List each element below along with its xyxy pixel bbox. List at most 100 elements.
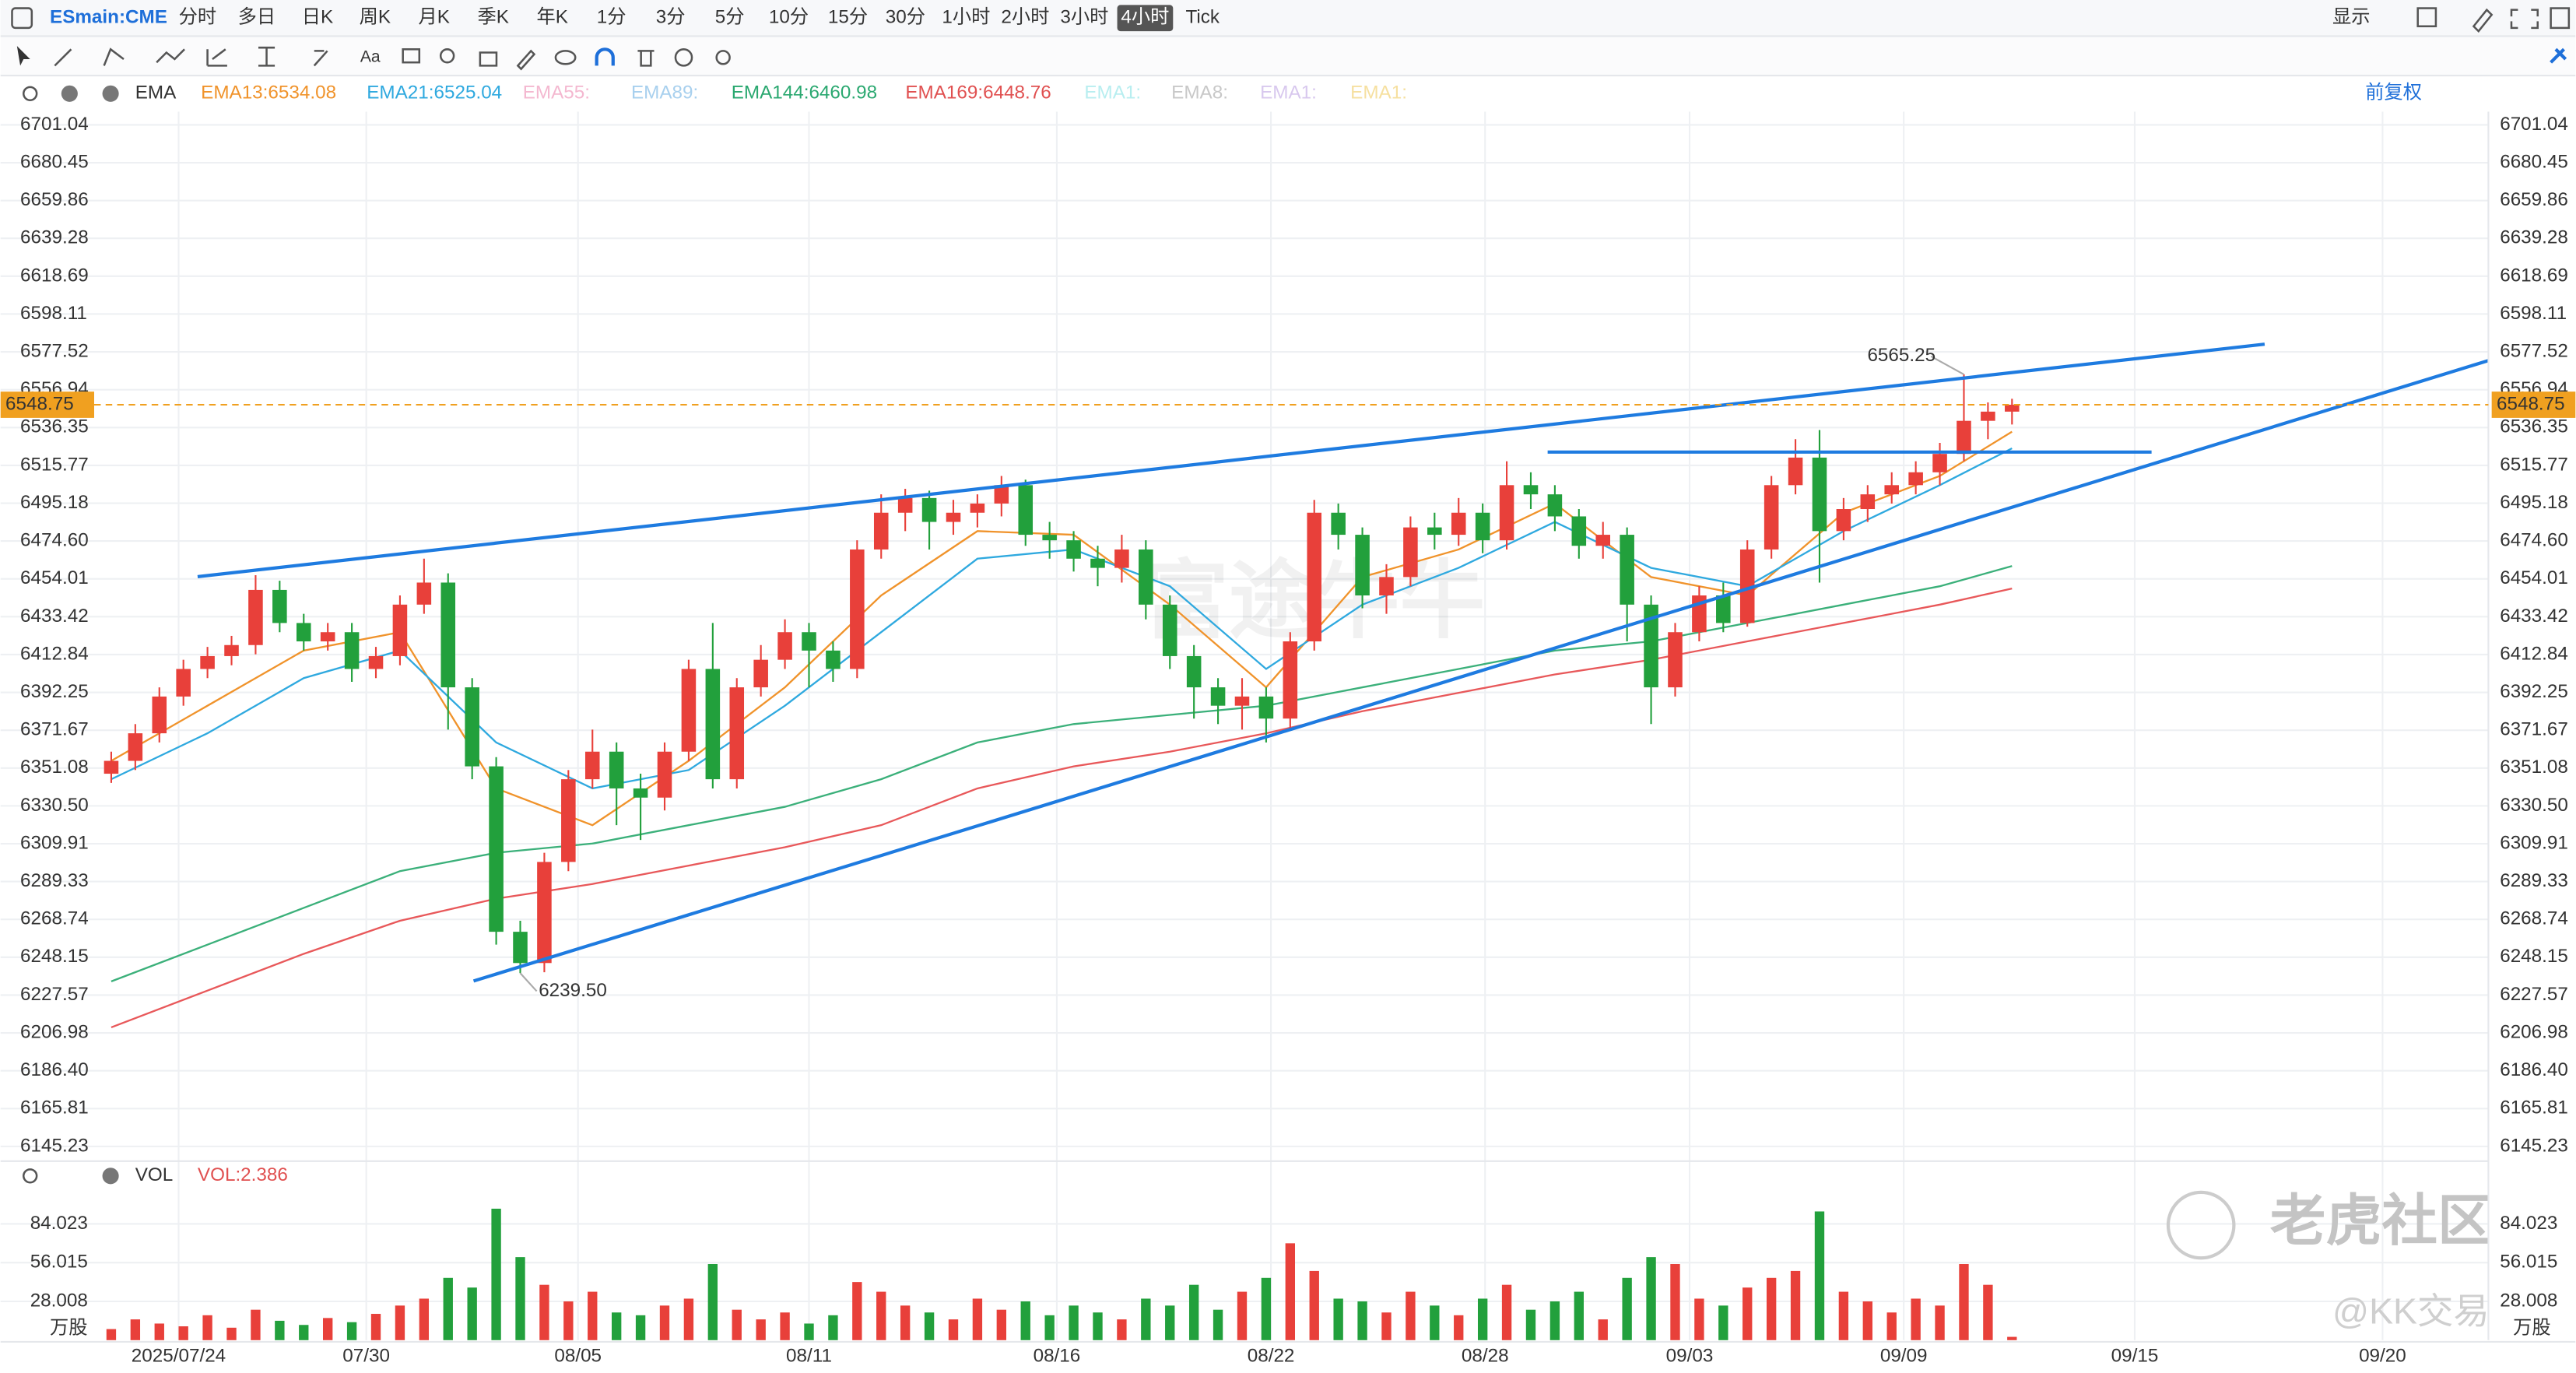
pen-icon[interactable] [2472,8,2494,33]
ema-line [111,587,2013,1029]
y-tick-label: 6474.60 [20,530,89,551]
y-tick-label: 6330.50 [2500,795,2568,816]
volume-bar [130,1319,141,1340]
period-button[interactable]: 1分 [597,7,626,28]
display-menu[interactable]: 显示 [2332,7,2371,28]
candle-body [1234,696,1250,706]
y-tick-label: 6289.33 [20,870,89,891]
ema-line [111,565,2013,982]
volume-bar [1598,1319,1608,1340]
volume-bar [1814,1211,1825,1340]
ema-legend: EMA89: [631,83,698,104]
candle-body [1620,535,1634,605]
period-button[interactable]: Tick [1185,7,1220,28]
text-tool[interactable]: Aa [360,47,381,65]
candle-body [1355,535,1370,595]
indicator-hide[interactable] [61,85,78,102]
delete-tool[interactable] [637,50,655,67]
pin-icon[interactable] [2550,47,2567,64]
magnet-tool[interactable] [595,47,615,66]
period-button[interactable]: 日K [302,7,333,28]
brush-tool[interactable] [516,49,536,71]
candle-body [537,862,552,964]
watermark: @KK交易 [2332,1290,2490,1331]
period-button[interactable]: 30分 [886,7,925,28]
volume-bar [1959,1264,1969,1340]
period-button[interactable]: 2小时 [1001,7,1049,28]
x-tick-label: 08/22 [1248,1345,1295,1366]
hand-tool[interactable] [479,51,498,67]
volume-bar [659,1305,670,1340]
volume-bar [1454,1315,1464,1340]
y-tick-label: 6268.74 [2500,908,2568,929]
candle-body [1162,604,1177,656]
measure-tool[interactable] [258,46,275,67]
period-button[interactable]: 1小时 [942,7,990,28]
volume-bar [707,1264,718,1340]
note-tool[interactable] [402,48,421,64]
period-button[interactable]: 季K [478,7,509,28]
vol-close[interactable] [102,1168,119,1185]
candle-body [705,669,721,780]
y-tick-label: 6165.81 [2500,1097,2568,1118]
period-button[interactable]: 年K [536,7,567,28]
candle-body [489,766,504,932]
candle-body [1186,655,1202,688]
fib-tool[interactable] [206,48,227,67]
y-tick-label: 6309.91 [2500,832,2568,853]
period-button[interactable]: 10分 [769,7,809,28]
y-tick-label: 6598.11 [20,303,87,324]
period-button[interactable]: 4小时 [1121,7,1169,28]
period-button[interactable]: 多日 [238,7,276,28]
y-tick-label: 6186.40 [20,1059,89,1080]
adjust-mode[interactable]: 前复权 [2365,83,2422,104]
candle-body [1668,632,1683,688]
vol-settings[interactable] [22,1168,38,1184]
eye-tool[interactable] [554,50,577,65]
period-button[interactable]: 3小时 [1060,7,1108,28]
indicator-name[interactable]: EMA [135,83,177,104]
symbol[interactable]: ESmain:CME [50,7,167,28]
channel-tool[interactable] [103,47,125,66]
volume-bar [1044,1315,1055,1340]
candle-body [633,788,648,798]
candle-body [1451,512,1466,536]
y-tick-label: 6351.08 [2500,757,2568,778]
panel-icon[interactable] [2550,7,2571,30]
period-button[interactable]: 3分 [656,7,686,28]
candle-body [1379,577,1394,595]
sidebar-toggle[interactable] [11,7,33,30]
candle-body [681,669,697,752]
cursor-tool[interactable] [16,46,30,66]
y-tick-label: 6330.50 [20,795,89,816]
period-button[interactable]: 15分 [828,7,868,28]
vol-indicator[interactable]: VOL [135,1164,174,1185]
indicator-close[interactable] [102,85,119,102]
sync-tool[interactable] [674,48,693,67]
period-button[interactable]: 5分 [715,7,745,28]
x-tick-label: 08/28 [1462,1345,1509,1366]
period-button[interactable]: 周K [360,7,391,28]
y-tick-label: 6515.77 [20,454,89,475]
volume-bar [1886,1312,1897,1340]
period-button[interactable]: 分时 [179,7,217,28]
line-tool[interactable] [54,48,72,67]
arrow-tool[interactable] [313,50,328,67]
y-tick-label: 6412.84 [2500,643,2568,664]
candle-body [1258,696,1274,719]
settings-tool[interactable] [715,50,731,65]
volume-bar [346,1322,357,1340]
wave-tool[interactable] [156,48,185,64]
volume-bar [1574,1291,1585,1340]
candle-body [609,751,624,788]
layout-icon[interactable] [2416,7,2437,28]
indicator-settings[interactable] [22,86,38,101]
vol-tick-label: 84.023 [30,1213,88,1234]
volume-bar [1430,1305,1440,1340]
y-tick-label: 6618.69 [20,265,89,286]
ema-legend: EMA144:6460.98 [732,83,877,104]
zoom-tool[interactable] [439,48,455,64]
period-button[interactable]: 月K [419,7,450,28]
volume-bar [1718,1305,1728,1340]
fullscreen-icon[interactable] [2510,9,2539,30]
